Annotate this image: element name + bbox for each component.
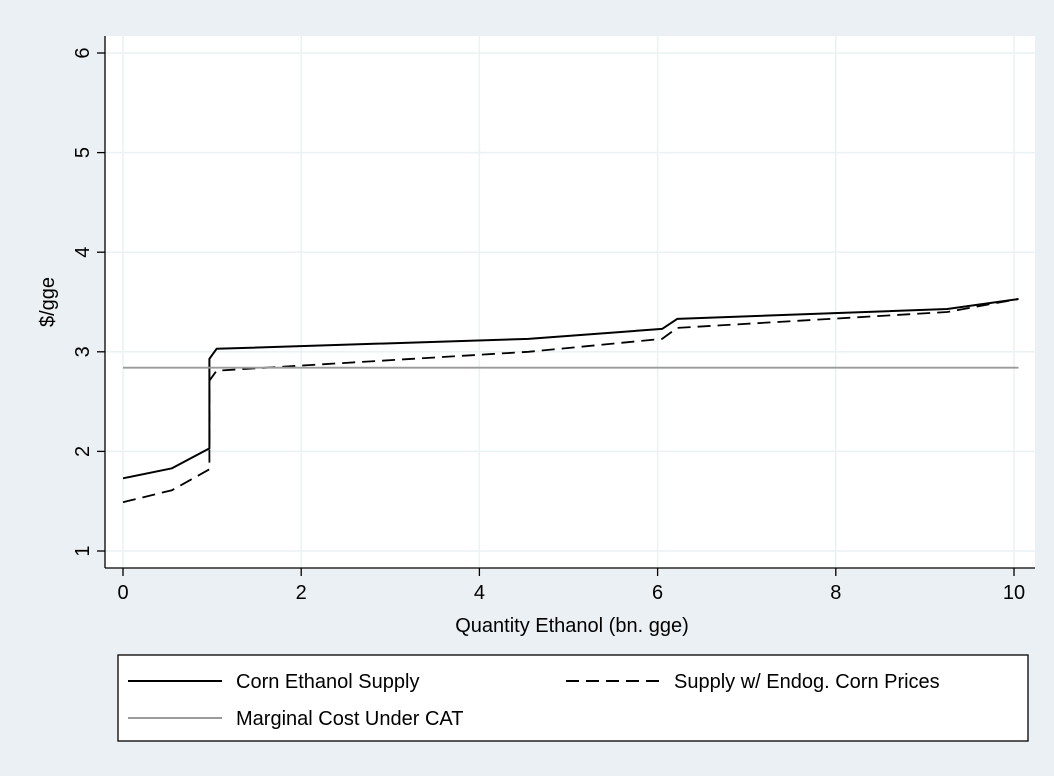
y-tick-label: 1	[72, 545, 94, 556]
x-tick-label: 6	[652, 582, 663, 604]
x-tick-label: 0	[117, 582, 128, 604]
y-tick-label: 4	[72, 247, 94, 258]
legend: Corn Ethanol Supply Supply w/ Endog. Corn…	[117, 654, 1029, 742]
plot-region-background	[105, 36, 1035, 568]
series-layer	[122, 298, 1019, 504]
series-line-1	[122, 298, 1019, 480]
y-tick-label: 5	[72, 147, 94, 158]
x-tick-label: 10	[1003, 582, 1025, 604]
x-tick-label: 4	[474, 582, 485, 604]
axes-layer	[104, 36, 1035, 569]
series-line-2	[122, 298, 1019, 504]
y-tick-label: 6	[72, 47, 94, 58]
y-tick-label: 3	[72, 346, 94, 357]
y-tick-label: 2	[72, 446, 94, 457]
x-tick-label: 8	[830, 582, 841, 604]
legend-label-2: Supply w/ Endog. Corn Prices	[674, 671, 940, 693]
y-axis-title: $/gge	[37, 277, 59, 327]
legend-label-1: Corn Ethanol Supply	[236, 671, 419, 693]
legend-label-3: Marginal Cost Under CAT	[236, 708, 463, 730]
legend-box	[117, 654, 1029, 742]
x-tick-label: 2	[296, 582, 307, 604]
grid-layer	[105, 36, 1035, 568]
x-axis-title: Quantity Ethanol (bn. gge)	[455, 615, 688, 637]
